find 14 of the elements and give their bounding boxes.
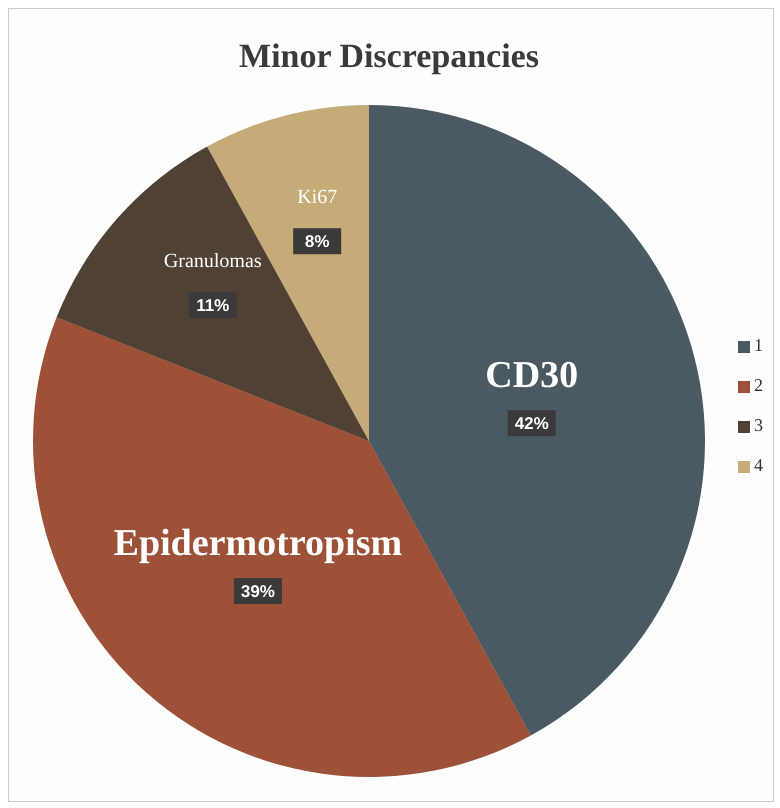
data-label: 8% (304, 232, 330, 252)
text: Granulomas (164, 250, 262, 272)
text: CD30 (485, 354, 578, 396)
legend-label: 4 (754, 455, 763, 475)
data-label: 42% (514, 414, 549, 434)
legend-label: 2 (754, 375, 763, 395)
pie-slice (56, 146, 369, 441)
data-label: 11% (196, 296, 230, 316)
data-label: 39% (240, 582, 275, 602)
chart-title: Minor Discrepancies (239, 38, 539, 75)
legend-label: 1 (754, 335, 763, 355)
text: Ki67 (297, 186, 338, 208)
text: Epidermotropism (114, 522, 402, 564)
legend-label: 3 (754, 415, 763, 435)
